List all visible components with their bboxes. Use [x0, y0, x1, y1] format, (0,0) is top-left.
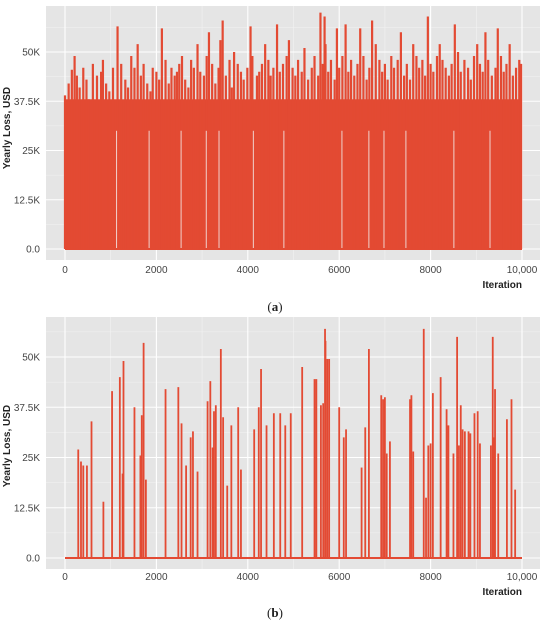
- y-tick-label: 37.5K: [14, 97, 40, 108]
- caption-b: (b): [267, 605, 283, 620]
- x-tick-label: 2000: [145, 572, 168, 583]
- y-tick-labels-a: 0.0 12.5K 25K 37.5K 50K: [14, 48, 41, 256]
- y-tick-label: 50K: [22, 353, 40, 364]
- y-axis-title-a: Yearly Loss, USD: [2, 87, 13, 169]
- x-tick-labels-a: 0 2000 4000 6000 8000 10,000: [62, 265, 538, 276]
- y-tick-label: 25K: [22, 146, 40, 157]
- x-axis-title-b: Iteration: [483, 587, 522, 598]
- caption-b-letter: b: [271, 605, 278, 620]
- x-tick-label: 4000: [237, 572, 260, 583]
- y-tick-label: 50K: [22, 48, 40, 59]
- x-tick-label: 8000: [419, 265, 442, 276]
- y-tick-label: 12.5K: [14, 195, 40, 206]
- y-tick-label: 37.5K: [14, 403, 40, 414]
- x-tick-label: 6000: [328, 572, 351, 583]
- x-tick-label: 4000: [237, 265, 260, 276]
- y-tick-labels-b: 0.0 12.5K 25K 37.5K 50K: [14, 353, 41, 565]
- caption-a-letter: a: [272, 299, 279, 314]
- x-tick-labels-b: 0 2000 4000 6000 8000 10,000: [62, 572, 538, 583]
- caption-a: (a): [267, 299, 282, 314]
- chart-panel-b: 0.0 12.5K 25K 37.5K 50K 0 2000 4000 6000 8000 10,…: [2, 317, 540, 598]
- y-axis-title-b: Yearly Loss, USD: [2, 405, 13, 487]
- x-axis-title-a: Iteration: [483, 280, 522, 291]
- y-tick-label: 0.0: [26, 554, 40, 565]
- bars-a: [63, 12, 523, 250]
- y-tick-label: 12.5K: [14, 503, 40, 514]
- x-tick-label: 6000: [328, 265, 351, 276]
- x-tick-label: 10,000: [507, 572, 538, 583]
- x-tick-label: 8000: [419, 572, 442, 583]
- y-tick-label: 25K: [22, 453, 40, 464]
- x-tick-label: 0: [62, 265, 68, 276]
- bars-b: [65, 328, 522, 559]
- chart-panel-a: 0.0 12.5K 25K 37.5K 50K 0 2000 4000 6000 8000 10,…: [2, 6, 540, 291]
- x-tick-label: 10,000: [507, 265, 538, 276]
- y-tick-label: 0.0: [26, 245, 40, 256]
- x-tick-label: 0: [62, 572, 68, 583]
- x-tick-label: 2000: [145, 265, 168, 276]
